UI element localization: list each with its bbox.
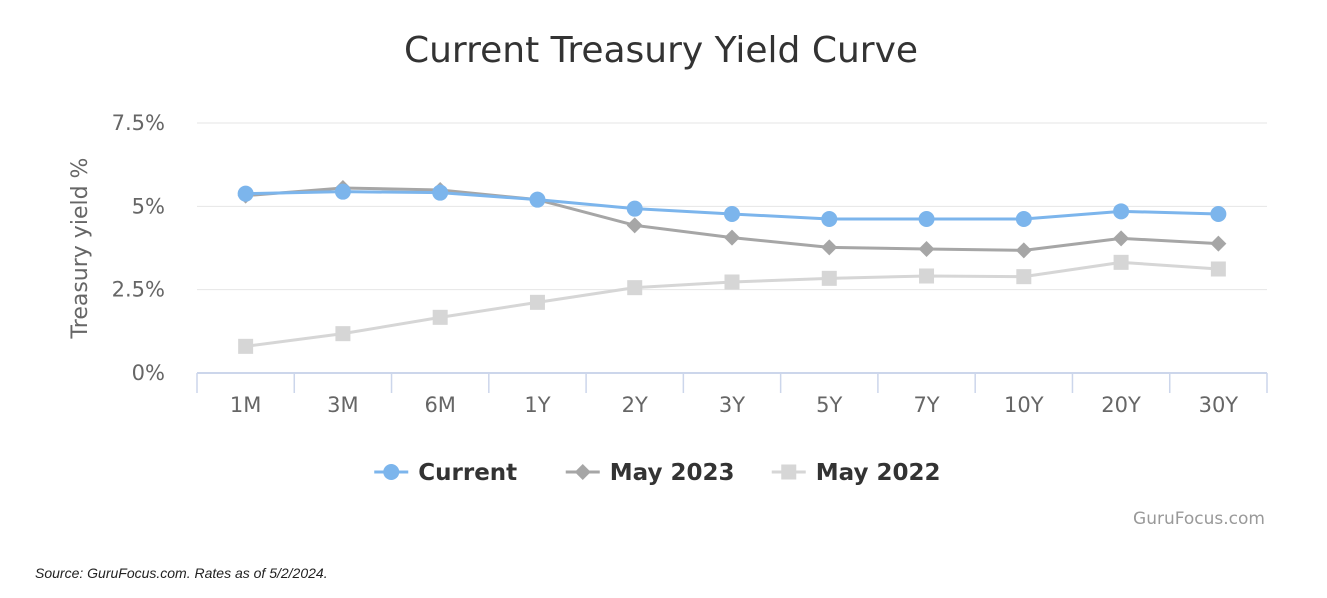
x-tick-label: 10Y xyxy=(1004,393,1044,417)
y-tick-label: 0% xyxy=(132,361,165,385)
data-point-may-2022[interactable] xyxy=(335,326,351,342)
x-axis: 1M 3M 6M 1Y 2Y 3Y 5Y 7Y 10Y 20Y 30Y xyxy=(196,372,1268,417)
data-point-may-2023[interactable] xyxy=(821,239,838,256)
y-tick-label: 5% xyxy=(132,194,165,218)
data-point-current[interactable] xyxy=(626,200,643,217)
data-point-may-2023[interactable] xyxy=(1015,242,1032,259)
legend-item-may-2023[interactable]: May 2023 xyxy=(565,460,735,486)
source-caption: Source: GuruFocus.com. Rates as of 5/2/2… xyxy=(35,565,328,581)
legend-marker-diamond[interactable] xyxy=(574,464,591,480)
data-point-current[interactable] xyxy=(724,206,740,222)
data-point-current[interactable] xyxy=(334,183,351,200)
data-point-may-2023[interactable] xyxy=(918,241,935,257)
series-may-2022 xyxy=(238,254,1226,354)
legend-label: May 2023 xyxy=(610,460,735,486)
data-point-may-2022[interactable] xyxy=(821,270,837,286)
x-tick-label: 30Y xyxy=(1199,393,1239,417)
legend-marker-circle[interactable] xyxy=(383,464,400,480)
x-tick-label: 7Y xyxy=(913,393,939,417)
chart-title: Current Treasury Yield Curve xyxy=(404,30,918,71)
data-point-may-2023[interactable] xyxy=(1210,235,1227,252)
x-tick-label: 3Y xyxy=(719,393,745,417)
data-point-current[interactable] xyxy=(1015,211,1032,227)
data-point-may-2022[interactable] xyxy=(238,338,254,354)
data-point-may-2022[interactable] xyxy=(724,274,740,290)
data-point-may-2022[interactable] xyxy=(1210,261,1226,277)
x-tick-label: 1M xyxy=(230,393,261,417)
data-point-current[interactable] xyxy=(821,211,838,227)
y-tick-label: 2.5% xyxy=(112,278,165,302)
data-point-may-2023[interactable] xyxy=(724,229,740,246)
legend-item-current[interactable]: Current xyxy=(374,460,517,486)
data-point-may-2022[interactable] xyxy=(1113,254,1129,270)
data-point-may-2022[interactable] xyxy=(627,280,643,296)
data-point-may-2022[interactable] xyxy=(919,268,935,284)
x-tick-label: 6M xyxy=(424,393,455,417)
y-axis-label: Treasury yield % xyxy=(68,158,93,340)
series-current xyxy=(237,183,1227,227)
legend-marker-square[interactable] xyxy=(781,464,797,480)
data-point-current[interactable] xyxy=(1113,203,1130,220)
legend-label: Current xyxy=(418,460,517,486)
x-tick-label: 2Y xyxy=(622,393,648,417)
data-point-current[interactable] xyxy=(237,185,254,202)
legend: Current May 2023 May 2022 xyxy=(374,460,940,486)
x-tick-label: 3M xyxy=(327,393,358,417)
legend-item-may-2022[interactable]: May 2022 xyxy=(771,460,941,486)
series-layer xyxy=(237,180,1227,354)
data-point-may-2023[interactable] xyxy=(626,217,643,234)
y-tick-label: 7.5% xyxy=(112,111,165,135)
data-point-may-2022[interactable] xyxy=(432,309,448,325)
data-point-may-2022[interactable] xyxy=(1016,269,1032,285)
data-point-current[interactable] xyxy=(529,191,546,208)
legend-label: May 2022 xyxy=(816,460,941,486)
x-tick-label: 20Y xyxy=(1101,393,1141,417)
x-tick-label: 1Y xyxy=(524,393,550,417)
x-tick-label: 5Y xyxy=(816,393,842,417)
y-axis-ticks: 0% 2.5% 5% 7.5% xyxy=(112,111,165,385)
data-point-current[interactable] xyxy=(1210,206,1227,222)
data-point-may-2023[interactable] xyxy=(1113,230,1130,247)
data-point-may-2022[interactable] xyxy=(529,294,545,310)
data-point-current[interactable] xyxy=(918,211,935,227)
data-point-current[interactable] xyxy=(432,184,449,201)
credit-text[interactable]: GuruFocus.com xyxy=(1133,509,1265,529)
